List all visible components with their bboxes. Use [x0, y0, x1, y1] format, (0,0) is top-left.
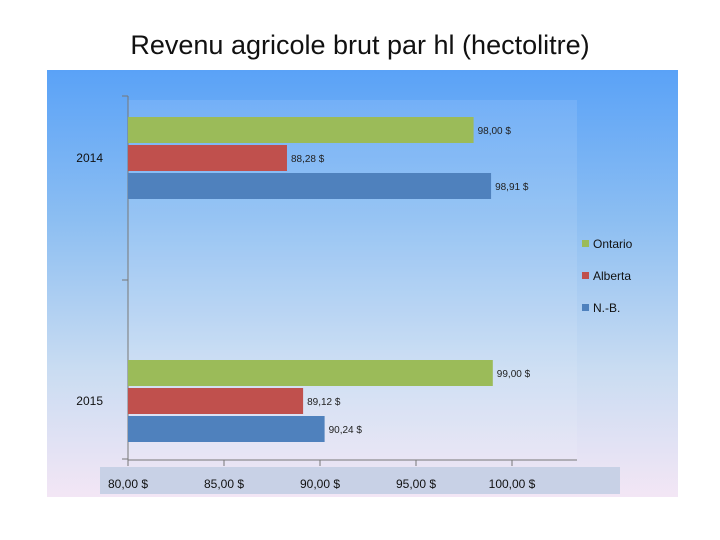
x-tick-label: 85,00 $: [204, 477, 244, 491]
chart-area: 2014 98,00 $ 88,28 $ 98,91 $ 2015 99,00 $ 89,1…: [47, 70, 678, 497]
category-label-2014: 2014: [76, 151, 103, 165]
x-tick-label: 95,00 $: [396, 477, 436, 491]
data-label: 88,28 $: [291, 154, 325, 165]
legend-swatch-alberta: [582, 272, 589, 279]
x-tick-label: 80,00 $: [108, 477, 148, 491]
bar-n-b-2015: [128, 416, 325, 442]
data-label: 90,24 $: [329, 425, 363, 436]
category-label-2015: 2015: [76, 394, 103, 408]
bar-alberta-2014: [128, 145, 287, 171]
tick-label-background: [100, 467, 620, 494]
legend-swatch-n-b: [582, 304, 589, 311]
data-label: 98,91 $: [495, 182, 529, 193]
bar-ontario-2014: [128, 117, 474, 143]
legend-swatch-ontario: [582, 240, 589, 247]
x-tick-label: 90,00 $: [300, 477, 340, 491]
bar-n-b-2014: [128, 173, 492, 199]
legend-label-n-b: N.-B.: [593, 301, 620, 315]
legend-label-ontario: Ontario: [593, 237, 633, 251]
data-label: 99,00 $: [497, 369, 531, 380]
legend-label-alberta: Alberta: [593, 269, 631, 283]
data-label: 98,00 $: [478, 126, 512, 137]
x-tick-label: 100,00 $: [489, 477, 536, 491]
bar-ontario-2015: [128, 360, 493, 386]
bar-chart: 2014 98,00 $ 88,28 $ 98,91 $ 2015 99,00 $ 89,1…: [76, 95, 633, 494]
bar-alberta-2015: [128, 388, 304, 414]
data-label: 89,12 $: [307, 397, 341, 408]
slide-title: Revenu agricole brut par hl (hectolitre): [130, 30, 590, 60]
